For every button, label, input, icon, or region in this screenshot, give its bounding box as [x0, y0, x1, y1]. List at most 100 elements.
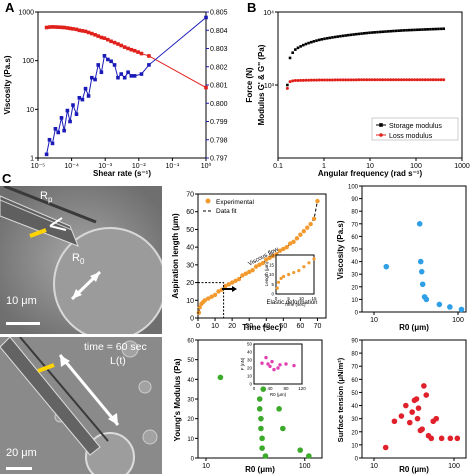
- chart-b-point: [333, 78, 337, 82]
- chart-c1-legend-label: Data fit: [216, 208, 237, 215]
- chart-a-point: [102, 54, 107, 58]
- chart-c1-annotation: Elastic deformation: [266, 300, 317, 306]
- chart-c3-inset-y-tick-label: 20: [247, 366, 253, 371]
- chart-b-point: [378, 30, 382, 34]
- chart-b-point: [410, 78, 414, 82]
- chart-b-point: [315, 39, 318, 42]
- chart-a-point: [53, 127, 58, 131]
- chart-c1-inset-point: [307, 261, 311, 265]
- chart-b-point: [325, 37, 329, 40]
- chart-b-point: [365, 78, 369, 82]
- chart-b-point: [428, 78, 432, 82]
- chart-a-point: [136, 50, 140, 54]
- chart-a-x-tick-label: 10⁰: [201, 162, 212, 170]
- chart-c4-point: [419, 426, 425, 432]
- chart-a-point: [56, 130, 61, 135]
- chart-b-point: [429, 27, 432, 31]
- chart-b-point: [439, 27, 443, 31]
- chart-c2-x-tick-label: 10: [370, 317, 378, 324]
- chart-c3-y-tick-label: 60: [187, 339, 194, 345]
- chart-b-point: [442, 27, 445, 31]
- chart-a-point: [119, 43, 124, 48]
- chart-c3-inset-y-tick-label: 0: [249, 382, 252, 387]
- chart-c4-y-tick-label: 40: [351, 404, 358, 410]
- chart-a-point: [77, 28, 82, 33]
- chart-c1-y-tick-label: 10: [186, 298, 194, 305]
- chart-c3-xlabel: R0 (μm): [245, 465, 275, 474]
- chart-b-point: [362, 32, 366, 35]
- chart-b-point: [344, 78, 348, 82]
- chart-a-point: [59, 25, 64, 30]
- chart-c3-y-tick-label: 0: [191, 457, 195, 463]
- chart-b-point: [328, 78, 332, 82]
- chart-a-y2-tick-label: 0.802: [210, 64, 228, 71]
- chart-c4-y-tick-label: 10: [351, 443, 358, 449]
- chart-b-point: [381, 78, 385, 82]
- chart-b-point: [386, 78, 390, 82]
- micrograph-top-drawing: [0, 186, 162, 334]
- chart-c2-point: [417, 258, 424, 265]
- chart-b-y-tick-label: 10⁴: [263, 10, 274, 17]
- chart-c3-x-tick-label: 10: [202, 463, 210, 470]
- chart-a-point: [122, 45, 127, 49]
- chart-b-point: [354, 78, 358, 82]
- chart-a-point: [99, 70, 104, 75]
- chart-a-point: [147, 54, 151, 58]
- chart-b-point: [397, 78, 401, 82]
- chart-b-point: [360, 78, 364, 82]
- chart-a-y2-tick-label: 0.801: [210, 83, 228, 90]
- chart-c2-point: [436, 301, 443, 308]
- chart-b-x-tick-label: 1: [322, 163, 326, 170]
- chart-c2-x-tick-label: 100: [452, 317, 464, 324]
- chart-a-point: [106, 37, 110, 42]
- chart-a-point: [62, 25, 66, 30]
- chart-c1-y-tick-label: 40: [186, 245, 194, 252]
- chart-c1-inset-y-tick-label: 0: [271, 292, 274, 297]
- chart-b-point: [370, 31, 374, 34]
- chart-a-point: [44, 152, 49, 157]
- chart-c1-inset-y-tick-label: 10: [269, 272, 275, 277]
- chart-b-legend-marker: [379, 133, 383, 137]
- chart-c4-point: [382, 444, 389, 451]
- chart-b-point: [373, 78, 377, 82]
- time-label: time = 60 sec: [84, 341, 147, 353]
- chart-a-point: [80, 29, 85, 33]
- chart-b-point: [368, 78, 372, 82]
- chart-b-point: [330, 78, 334, 82]
- chart-a-point: [56, 25, 61, 29]
- chart-b-point: [347, 33, 350, 37]
- chart-c4-point: [391, 418, 398, 425]
- chart-c4-ylabel: Surface tension (μN/m²): [336, 357, 345, 442]
- chart-c1-y-tick-label: 60: [186, 209, 194, 216]
- chart-c2-y-tick-label: 40: [351, 260, 358, 266]
- chart-b-point: [370, 78, 374, 82]
- chart-a-point: [62, 128, 66, 133]
- chart-a-point: [96, 63, 101, 67]
- chart-c3-inset-point: [284, 362, 288, 366]
- chart-c1-x-tick-label: 10: [211, 323, 219, 330]
- chart-c2-xlabel: R0 (μm): [399, 323, 429, 332]
- chart-a-point: [74, 27, 79, 32]
- chart-c1-point: [243, 271, 248, 276]
- chart-b-point: [296, 78, 300, 82]
- chart-b-point: [381, 30, 385, 34]
- chart-c3-point: [259, 435, 265, 442]
- chart-b-point: [288, 80, 292, 84]
- chart-c1-x-tick-label: 0: [196, 323, 200, 330]
- chart-b-point: [426, 78, 430, 82]
- lt-label: L(t): [110, 355, 126, 367]
- chart-b-point: [415, 28, 419, 32]
- chart-a-point: [204, 85, 208, 90]
- chart-c2-frame: [361, 185, 467, 313]
- chart-c1-inset-x-tick-label: 10: [299, 296, 305, 301]
- chart-c1-inset-xlabel: Time (sec): [284, 302, 306, 307]
- chart-c1-inset-frame: [275, 254, 315, 295]
- chart-c1-inset-point: [292, 270, 296, 275]
- chart-b-point: [304, 42, 308, 46]
- chart-b-point: [315, 78, 319, 82]
- chart-c3-x-tick-label: 100: [299, 463, 311, 470]
- chart-c3-inset-point: [264, 355, 268, 360]
- scale-bar-label: 10 μm: [6, 295, 37, 307]
- chart-c1-inset-x-tick-label: 0: [275, 296, 278, 301]
